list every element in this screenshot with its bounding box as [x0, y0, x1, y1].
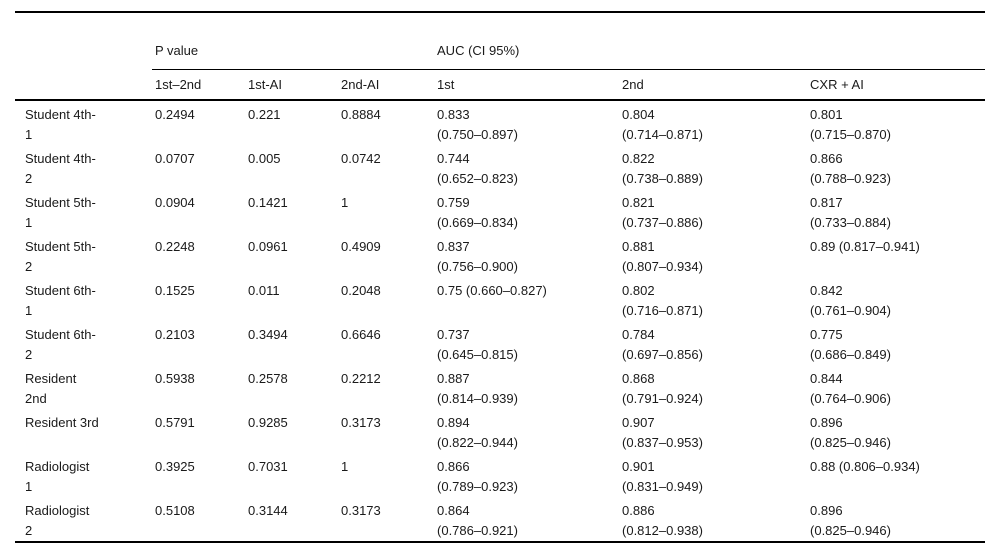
stub-subheader-cell [15, 69, 152, 101]
p-value-cell: 0.5791 [155, 415, 195, 430]
column-header-1st-2nd: 1st–2nd [152, 69, 245, 101]
p-value-cell: 0.2048 [341, 283, 381, 298]
row-label: Student 5th- 1 [25, 195, 96, 230]
table-row: Student 4th- 1 0.2494 0.221 0.8884 0.833… [15, 100, 985, 145]
group-header-auc: AUC (CI 95%) [434, 12, 986, 70]
row-label: Student 4th- 2 [25, 151, 96, 186]
p-value-cell: 0.0707 [155, 151, 195, 166]
p-value-cell: 0.2212 [341, 371, 381, 386]
p-value-cell: 0.005 [248, 151, 281, 166]
auc-cell: 0.844 (0.764–0.906) [810, 371, 891, 406]
p-value-cell: 0.4909 [341, 239, 381, 254]
auc-cell: 0.866 (0.789–0.923) [437, 459, 518, 494]
row-label: Resident 3rd [25, 415, 99, 430]
table-row: Student 5th- 1 0.0904 0.1421 1 0.759 (0.… [15, 189, 985, 233]
results-table: P value AUC (CI 95%) 1st–2nd 1st-AI 2nd-… [15, 11, 986, 543]
auc-cell: 0.821 (0.737–0.886) [622, 195, 703, 230]
auc-cell: 0.837 (0.756–0.900) [437, 239, 518, 274]
group-header-row: P value AUC (CI 95%) [15, 12, 986, 70]
table-row: Resident 2nd 0.5938 0.2578 0.2212 0.887 … [15, 365, 985, 409]
p-value-cell: 0.0961 [248, 239, 288, 254]
table-row: Student 4th- 2 0.0707 0.005 0.0742 0.744… [15, 145, 985, 189]
column-header-1st: 1st [434, 69, 620, 101]
column-header-2nd: 2nd [619, 69, 808, 101]
p-value-cell: 0.2248 [155, 239, 195, 254]
auc-cell: 0.88 (0.806–0.934) [810, 459, 920, 474]
auc-cell: 0.744 (0.652–0.823) [437, 151, 518, 186]
table-row: Radiologist 1 0.3925 0.7031 1 0.866 (0.7… [15, 453, 985, 497]
auc-cell: 0.886 (0.812–0.938) [622, 503, 703, 538]
p-value-cell: 0.7031 [248, 459, 288, 474]
table-row: Radiologist 2 0.5108 0.3144 0.3173 0.864… [15, 497, 985, 542]
p-value-cell: 0.5108 [155, 503, 195, 518]
table-row: Resident 3rd 0.5791 0.9285 0.3173 0.894 … [15, 409, 985, 453]
p-value-cell: 0.0904 [155, 195, 195, 210]
auc-cell: 0.817 (0.733–0.884) [810, 195, 891, 230]
auc-cell: 0.804 (0.714–0.871) [622, 107, 703, 142]
p-value-cell: 0.8884 [341, 107, 381, 122]
auc-cell: 0.894 (0.822–0.944) [437, 415, 518, 450]
auc-cell: 0.802 (0.716–0.871) [622, 283, 703, 318]
row-label: Resident 2nd [25, 371, 77, 406]
auc-cell: 0.737 (0.645–0.815) [437, 327, 518, 362]
p-value-cell: 0.2494 [155, 107, 195, 122]
row-label: Student 4th- 1 [25, 107, 96, 142]
p-value-cell: 0.2578 [248, 371, 288, 386]
p-value-cell: 1 [341, 195, 349, 210]
row-label: Radiologist 1 [25, 459, 90, 494]
p-value-cell: 0.2103 [155, 327, 195, 342]
row-label: Student 6th- 1 [25, 283, 96, 318]
group-header-p-value: P value [152, 12, 435, 70]
group-header-p-value-label: P value [155, 43, 199, 58]
auc-cell: 0.901 (0.831–0.949) [622, 459, 703, 494]
p-value-cell: 0.1525 [155, 283, 195, 298]
row-label: Radiologist 2 [25, 503, 90, 538]
group-header-auc-label: AUC (CI 95%) [437, 43, 520, 58]
auc-cell: 0.775 (0.686–0.849) [810, 327, 891, 362]
column-header-2nd-ai: 2nd-AI [338, 69, 435, 101]
p-value-cell: 0.3925 [155, 459, 195, 474]
table-row: Student 6th- 2 0.2103 0.3494 0.6646 0.73… [15, 321, 985, 365]
auc-cell: 0.784 (0.697–0.856) [622, 327, 703, 362]
stub-header-cell [15, 12, 152, 70]
auc-cell: 0.822 (0.738–0.889) [622, 151, 703, 186]
auc-cell: 0.896 (0.825–0.946) [810, 415, 891, 450]
p-value-cell: 0.6646 [341, 327, 381, 342]
auc-cell: 0.887 (0.814–0.939) [437, 371, 518, 406]
p-value-cell: 0.5938 [155, 371, 195, 386]
auc-cell: 0.833 (0.750–0.897) [437, 107, 518, 142]
auc-cell: 0.842 (0.761–0.904) [810, 283, 891, 318]
p-value-cell: 0.3173 [341, 503, 381, 518]
row-label: Student 6th- 2 [25, 327, 96, 362]
auc-cell: 0.75 (0.660–0.827) [437, 283, 547, 298]
p-value-cell: 0.9285 [248, 415, 288, 430]
auc-cell: 0.907 (0.837–0.953) [622, 415, 703, 450]
p-value-cell: 0.1421 [248, 195, 288, 210]
auc-cell: 0.864 (0.786–0.921) [437, 503, 518, 538]
auc-cell: 0.866 (0.788–0.923) [810, 151, 891, 186]
p-value-cell: 0.0742 [341, 151, 381, 166]
p-value-cell: 0.3173 [341, 415, 381, 430]
auc-cell: 0.868 (0.791–0.924) [622, 371, 703, 406]
p-value-cell: 0.221 [248, 107, 281, 122]
row-label: Student 5th- 2 [25, 239, 96, 274]
p-value-cell: 1 [341, 459, 349, 474]
auc-cell: 0.89 (0.817–0.941) [810, 239, 920, 254]
auc-cell: 0.896 (0.825–0.946) [810, 503, 891, 538]
column-header-1st-ai: 1st-AI [245, 69, 338, 101]
column-header-row: 1st–2nd 1st-AI 2nd-AI 1st 2nd CXR + AI [15, 69, 986, 101]
p-value-cell: 0.3494 [248, 327, 288, 342]
auc-cell: 0.759 (0.669–0.834) [437, 195, 518, 230]
p-value-cell: 0.3144 [248, 503, 288, 518]
column-header-cxr-ai: CXR + AI [807, 69, 986, 101]
table-row: Student 6th- 1 0.1525 0.011 0.2048 0.75 … [15, 277, 985, 321]
p-value-cell: 0.011 [248, 283, 280, 298]
table-row: Student 5th- 2 0.2248 0.0961 0.4909 0.83… [15, 233, 985, 277]
auc-cell: 0.801 (0.715–0.870) [810, 107, 891, 142]
auc-cell: 0.881 (0.807–0.934) [622, 239, 703, 274]
